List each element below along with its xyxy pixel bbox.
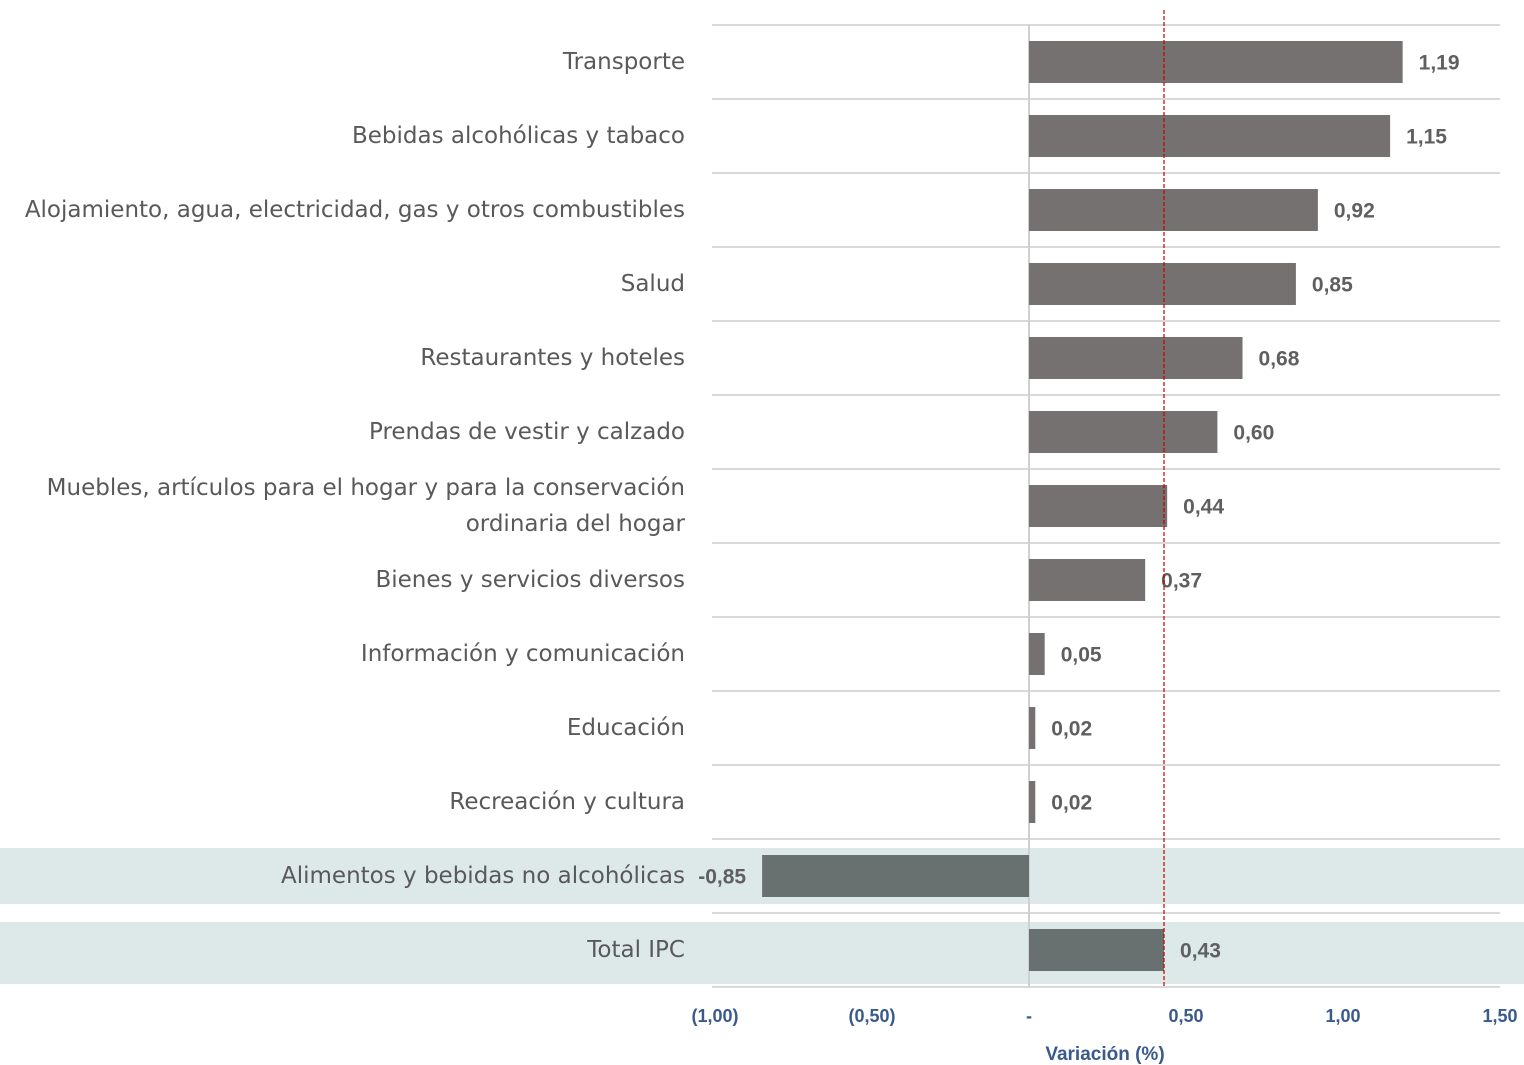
- x-tick-label: 1,00: [1325, 1006, 1360, 1026]
- value-label: 0,37: [1161, 570, 1202, 593]
- bar: [1029, 41, 1403, 83]
- value-label: 0,02: [1051, 792, 1092, 815]
- category-label-box: Total IPC: [0, 913, 685, 987]
- x-axis-label: Variación (%): [1045, 1044, 1164, 1065]
- category-label-box: Transporte: [0, 25, 685, 99]
- value-label: 1,15: [1406, 126, 1447, 149]
- value-label: 0,92: [1334, 200, 1375, 223]
- category-label-box: Salud: [0, 247, 685, 321]
- category-label-box: Recreación y cultura: [0, 765, 685, 839]
- x-tick-label: 1,50: [1482, 1006, 1517, 1026]
- category-label: Alimentos y bebidas no alcohólicas: [281, 863, 685, 889]
- x-tick-label: -: [1026, 1006, 1032, 1026]
- bar: [1029, 559, 1146, 601]
- value-label: 0,05: [1061, 644, 1102, 667]
- category-label: Educación: [566, 715, 685, 741]
- bar: [1029, 337, 1243, 379]
- bar: [1029, 263, 1296, 305]
- highlight-band: [0, 922, 1524, 984]
- category-label: Transporte: [562, 49, 685, 75]
- category-label-box: Alimentos y bebidas no alcohólicas: [0, 839, 685, 913]
- category-label: Alojamiento, agua, electricidad, gas y o…: [24, 197, 685, 223]
- bar: [1029, 781, 1036, 823]
- value-label: 0,02: [1051, 718, 1092, 741]
- value-label: 0,44: [1183, 496, 1224, 519]
- category-label-box: Restaurantes y hoteles: [0, 321, 685, 395]
- category-label-box: Prendas de vestir y calzado: [0, 395, 685, 469]
- category-label: Bienes y servicios diversos: [375, 567, 685, 593]
- category-label: Salud: [620, 271, 685, 297]
- bar: [1029, 189, 1318, 231]
- x-tick-label: (0,50): [848, 1006, 895, 1026]
- bar: [1029, 411, 1218, 453]
- bar: [1029, 707, 1036, 749]
- category-label: Bebidas alcohólicas y tabaco: [351, 123, 685, 149]
- category-label: Prendas de vestir y calzado: [368, 419, 685, 445]
- value-label: -0,85: [698, 866, 746, 889]
- bar: [1029, 115, 1391, 157]
- category-label-box: Bienes y servicios diversos: [0, 543, 685, 617]
- x-tick-label: (1,00): [691, 1006, 738, 1026]
- value-label: 1,19: [1419, 52, 1460, 75]
- category-label: Recreación y cultura: [449, 789, 685, 815]
- value-label: 0,85: [1312, 274, 1353, 297]
- x-tick-label: 0,50: [1168, 1006, 1203, 1026]
- bar: [1029, 929, 1165, 971]
- bar: [762, 855, 1029, 897]
- value-label: 0,60: [1233, 422, 1274, 445]
- category-label-box: Muebles, artículos para el hogar y para …: [0, 469, 685, 543]
- category-label-box: Alojamiento, agua, electricidad, gas y o…: [0, 173, 685, 247]
- highlight-band: [0, 848, 1524, 904]
- value-label: 0,43: [1180, 940, 1221, 963]
- category-label: Total IPC: [587, 937, 685, 963]
- category-label-box: Información y comunicación: [0, 617, 685, 691]
- category-label: Muebles, artículos para el hogar y para …: [46, 475, 685, 537]
- category-label: Restaurantes y hoteles: [420, 345, 685, 371]
- category-label: Información y comunicación: [360, 641, 685, 667]
- category-label-box: Bebidas alcohólicas y tabaco: [0, 99, 685, 173]
- bar: [1029, 633, 1045, 675]
- value-label: 0,68: [1259, 348, 1300, 371]
- category-label-box: Educación: [0, 691, 685, 765]
- bar: [1029, 485, 1168, 527]
